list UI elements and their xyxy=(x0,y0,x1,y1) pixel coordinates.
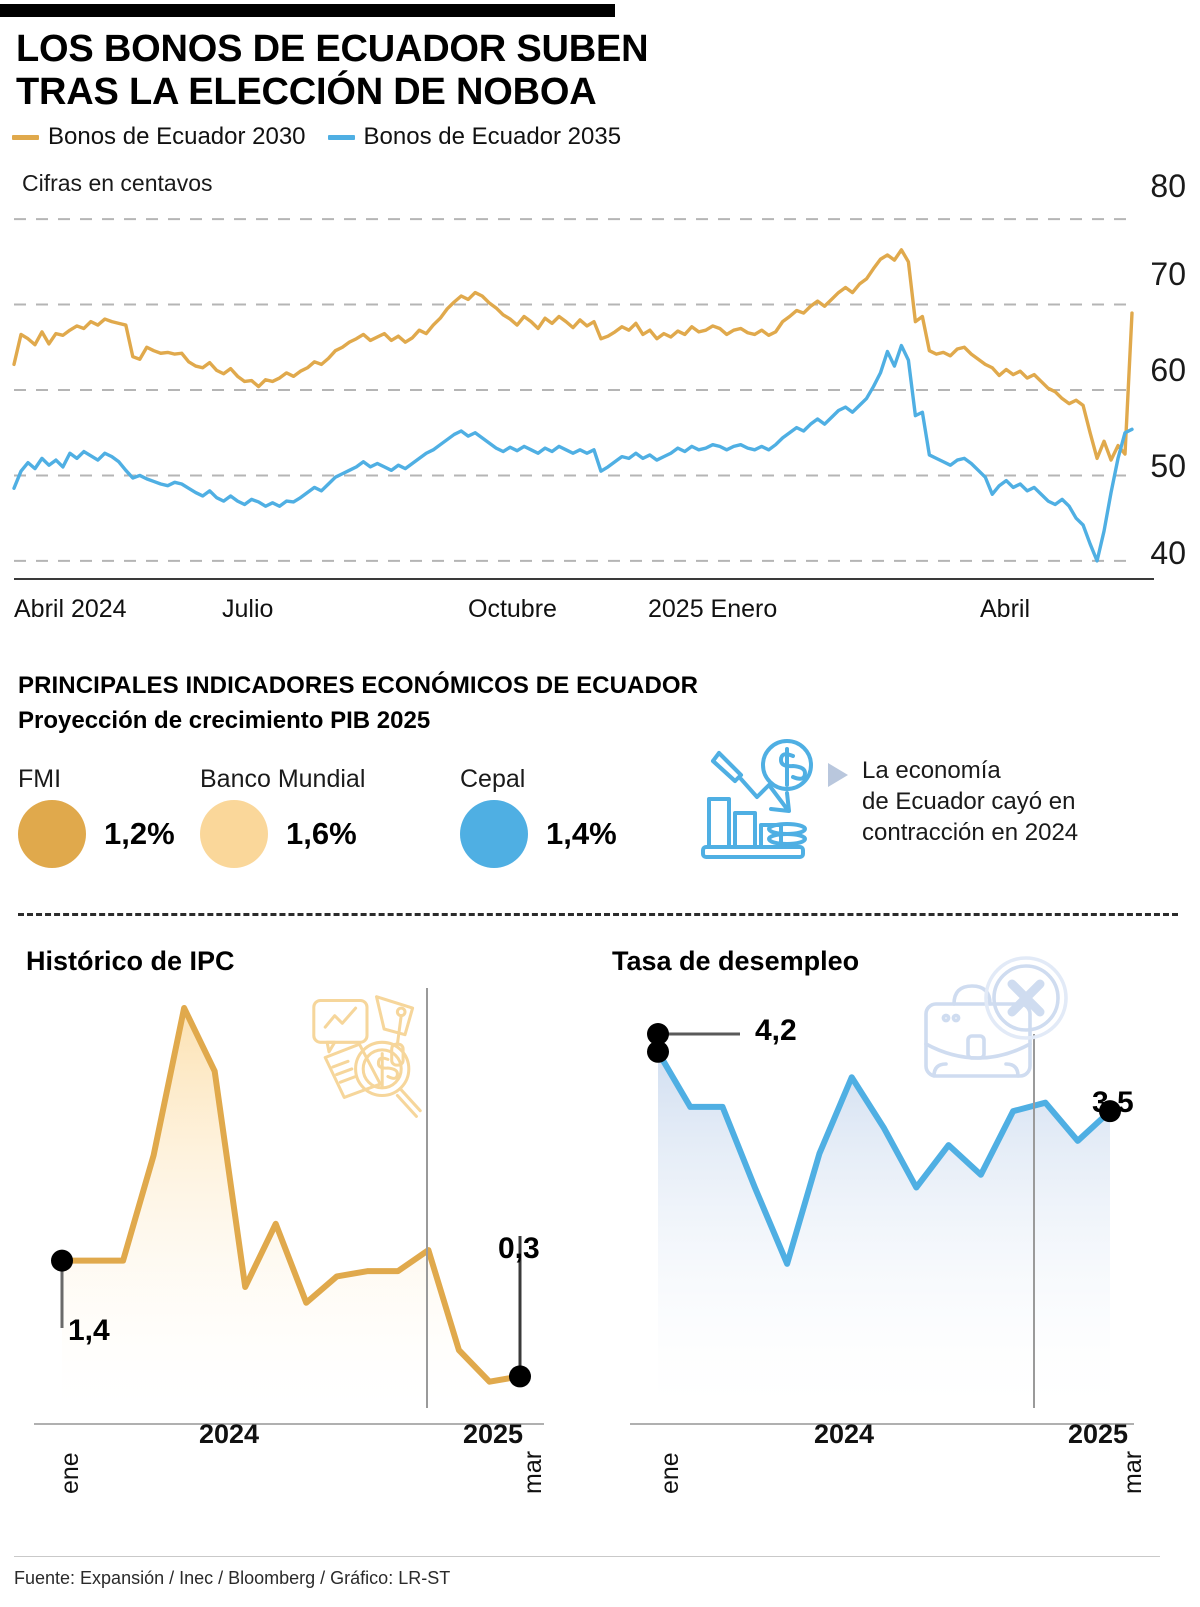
org-fmi: FMI 1,2% xyxy=(18,765,175,868)
y-tick-60: 60 xyxy=(1150,352,1186,388)
org-color-dot xyxy=(18,800,86,868)
org-value-row: 1,2% xyxy=(18,800,175,868)
x-tick-julio: Julio xyxy=(222,595,274,623)
ipc-end-value: 0,3 xyxy=(498,1232,540,1265)
legend-item-bonos-2030: Bonos de Ecuador 2030 xyxy=(12,123,306,151)
org-name: FMI xyxy=(18,765,62,793)
org-value-row: 1,4% xyxy=(460,800,617,868)
org-value: 1,4% xyxy=(546,816,617,851)
legend-label: Bonos de Ecuador 2030 xyxy=(48,123,306,150)
desempleo-chart-svg xyxy=(630,956,1134,1425)
panel-title: Tasa de desempleo xyxy=(612,946,860,976)
panel-historico-ipc: Histórico de IPC xyxy=(0,936,590,1556)
main-x-axis xyxy=(14,578,1154,580)
note-line-3: contracción en 2024 xyxy=(862,819,1079,847)
note-line-1: La economía xyxy=(862,757,1001,784)
y-tick-40: 40 xyxy=(1150,535,1186,571)
page-title: LOS BONOS DE ECUADOR SUBEN TRAS LA ELECC… xyxy=(16,28,716,115)
ipc-start-value: 1,4 xyxy=(68,1314,110,1347)
legend-swatch-icon xyxy=(12,134,39,140)
org-value: 1,6% xyxy=(286,816,357,851)
desempleo-year-2025: 2025 xyxy=(1068,1419,1129,1449)
headline-line-2: TRAS LA ELECCIÓN DE NOBOA xyxy=(16,71,597,114)
chart-legend: Bonos de Ecuador 2030 Bonos de Ecuador 2… xyxy=(12,123,621,151)
desempleo-start-value: 4,2 xyxy=(755,1014,797,1047)
indicators-section-title: PRINCIPALES INDICADORES ECONÓMICOS DE EC… xyxy=(18,672,699,699)
org-cepal: Cepal 1,4% xyxy=(460,765,617,868)
panel-title: Histórico de IPC xyxy=(26,946,235,976)
y-tick-70: 70 xyxy=(1150,256,1186,292)
panel-tasa-desempleo: Tasa de desempleo xyxy=(590,936,1200,1556)
x-tick-abril-2025: Abril xyxy=(980,595,1031,623)
falling-chart-dollar-icon xyxy=(695,735,821,870)
desempleo-year-2024: 2024 xyxy=(814,1419,875,1449)
org-value: 1,2% xyxy=(104,816,175,851)
note-line-2: de Ecuador cayó en xyxy=(862,788,1076,816)
org-name: Cepal xyxy=(460,765,526,793)
x-tick-abril-2024: Abril 2024 xyxy=(14,595,127,623)
chart-subcaption: Cifras en centavos xyxy=(22,170,213,196)
legend-item-bonos-2035: Bonos de Ecuador 2035 xyxy=(327,123,622,151)
ipc-year-2024: 2024 xyxy=(199,1419,260,1449)
org-value-row: 1,6% xyxy=(200,800,365,868)
y-tick-50: 50 xyxy=(1150,448,1186,484)
gdp-projection-group: FMI 1,2% Banco Mundial 1,6% Cepal 1,4% xyxy=(14,765,674,905)
y-tick-80: 80 xyxy=(1150,168,1186,204)
legend-label: Bonos de Ecuador 2035 xyxy=(363,123,622,150)
triangle-marker-icon xyxy=(828,763,848,787)
top-black-bar xyxy=(0,4,615,17)
x-tick-enero-2025: 2025 Enero xyxy=(648,595,778,623)
section-divider xyxy=(18,913,1178,916)
ipc-chart-svg xyxy=(34,988,544,1425)
economy-note: La economía de Ecuador cayó en contracci… xyxy=(862,755,1162,849)
ipc-x-end: mar xyxy=(519,1450,547,1494)
footer-divider xyxy=(14,1556,1160,1557)
org-banco-mundial: Banco Mundial 1,6% xyxy=(200,765,365,868)
desempleo-x-end: mar xyxy=(1119,1450,1147,1494)
desempleo-end-value: 3,5 xyxy=(1092,1086,1134,1119)
desempleo-x-start: ene xyxy=(656,1452,684,1494)
legend-swatch-icon xyxy=(327,134,355,140)
ipc-year-2025: 2025 xyxy=(463,1419,524,1449)
bonos-line-chart xyxy=(0,196,1200,586)
x-tick-octubre: Octubre xyxy=(468,595,557,623)
bonos-chart-svg xyxy=(12,218,1134,563)
headline-line-1: LOS BONOS DE ECUADOR SUBEN xyxy=(16,28,649,70)
indicators-section-subtitle: Proyección de crecimiento PIB 2025 xyxy=(18,707,431,734)
org-color-dot xyxy=(460,800,528,868)
org-color-dot xyxy=(200,800,268,868)
source-note: Fuente: Expansión / Inec / Bloomberg / G… xyxy=(14,1568,451,1588)
org-name: Banco Mundial xyxy=(200,765,366,793)
ipc-x-start: ene xyxy=(56,1452,84,1494)
